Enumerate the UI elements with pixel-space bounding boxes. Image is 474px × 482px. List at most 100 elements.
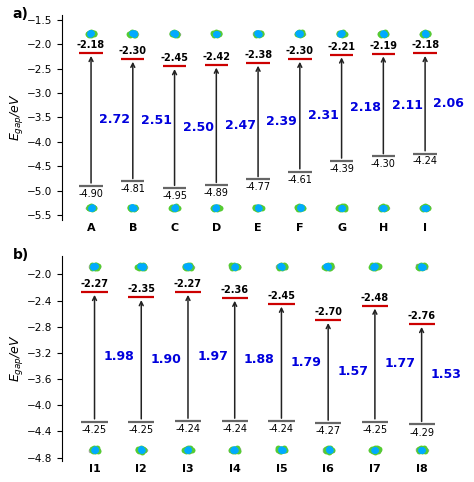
Text: -2.21: -2.21 [328,41,356,52]
Point [380,31,387,39]
Point [173,29,180,37]
Point [130,205,137,213]
Point [297,205,304,213]
Point [171,29,179,37]
Point [140,264,147,272]
Point [374,264,382,271]
Point [127,205,135,213]
Point [372,263,379,270]
Point [382,204,390,212]
Point [368,445,375,453]
Point [414,263,421,270]
Point [213,205,220,213]
Point [382,204,390,212]
Point [233,262,240,269]
Point [140,262,148,270]
Point [90,29,98,37]
Point [212,204,219,212]
Point [230,261,238,268]
Point [171,30,179,38]
Point [88,204,95,212]
Point [211,204,219,212]
Point [187,263,195,270]
Point [424,30,431,38]
Point [294,29,302,37]
Point [322,446,329,454]
Point [86,29,94,37]
Point [370,446,378,454]
Point [421,30,428,38]
Point [131,204,138,212]
Point [138,264,146,272]
Point [89,263,97,271]
Point [172,205,179,213]
Point [338,202,346,210]
Point [228,262,235,269]
Point [419,205,427,213]
Point [278,264,286,272]
Point [325,264,333,272]
Point [93,444,100,452]
Point [419,29,427,37]
Point [340,202,347,210]
Point [380,30,387,38]
Point [88,203,96,211]
Text: -2.18: -2.18 [411,40,439,50]
Point [234,264,242,271]
Point [418,444,425,452]
Point [128,29,136,37]
Point [132,29,139,37]
Point [276,262,284,270]
Point [422,31,429,39]
Point [182,264,190,271]
Point [336,29,343,37]
Point [231,263,238,271]
Point [278,262,285,269]
Point [338,204,346,212]
Point [184,262,192,270]
Point [294,29,302,37]
Point [322,262,330,269]
Point [298,28,306,36]
Point [231,446,238,454]
Point [91,262,99,270]
Point [182,448,190,455]
Point [255,31,263,39]
Point [137,261,144,268]
Text: 2.72: 2.72 [100,113,130,126]
Point [377,203,385,211]
Point [325,445,332,453]
Point [296,30,303,38]
Point [278,446,285,454]
Text: 2.47: 2.47 [225,119,255,132]
Point [137,445,144,453]
Point [338,31,346,39]
Text: -2.45: -2.45 [161,54,189,63]
Point [421,446,428,454]
Point [181,262,189,269]
Point [421,29,428,37]
Text: -4.95: -4.95 [162,191,187,201]
Point [139,445,147,453]
Point [230,445,238,453]
Point [327,264,334,271]
Point [342,30,349,38]
Point [252,204,259,212]
Point [379,202,387,210]
Point [294,203,301,211]
Point [227,446,235,454]
Point [367,446,375,454]
Text: 1.88: 1.88 [244,353,275,366]
Text: -4.81: -4.81 [120,184,145,194]
Point [327,261,334,269]
Point [371,448,379,455]
Text: -2.36: -2.36 [221,285,249,295]
Point [372,264,379,272]
Point [369,264,377,271]
Point [422,204,429,212]
Point [374,447,382,455]
Point [275,264,283,272]
Point [419,447,426,455]
Point [91,445,99,453]
Point [297,204,305,212]
